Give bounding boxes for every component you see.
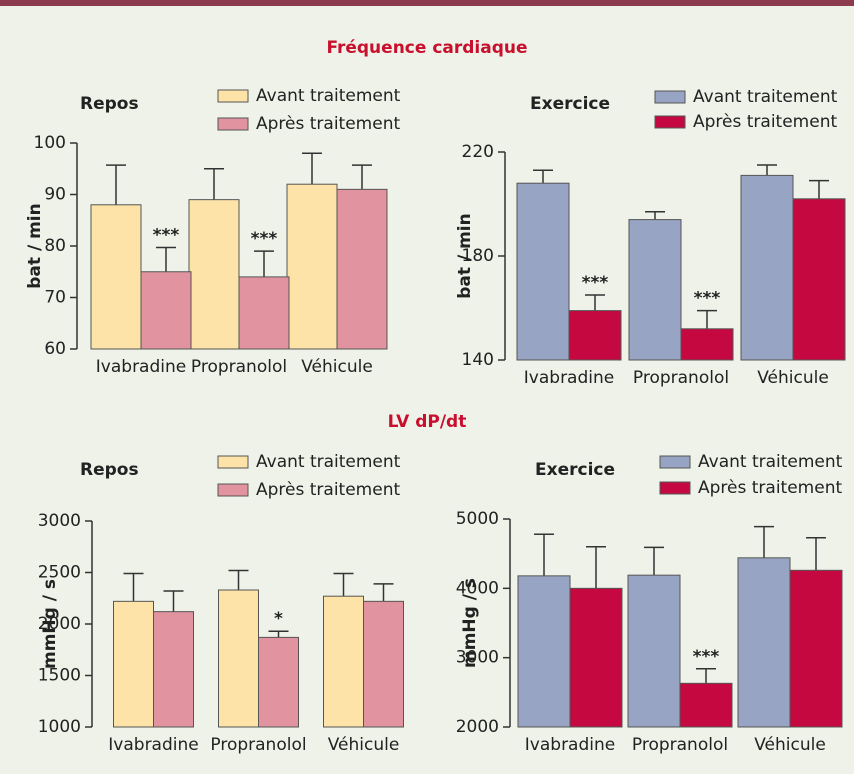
- y-axis-label: bat / min: [25, 203, 45, 288]
- bar: [568, 310, 622, 361]
- y-tick-label: 5000: [456, 509, 499, 529]
- bar: [238, 276, 290, 350]
- annotation: ***: [251, 229, 278, 249]
- y-tick-label: 2500: [38, 563, 81, 583]
- chart-title: Exercice: [530, 94, 610, 114]
- bar: [517, 575, 571, 728]
- x-tick-label: Véhicule: [328, 735, 400, 755]
- x-tick-label: Ivabradine: [108, 735, 198, 755]
- legend-swatch: [217, 117, 249, 131]
- y-tick-label: 220: [462, 142, 494, 162]
- y-axis-label: mmHg / s: [40, 579, 60, 669]
- legend-label: Avant traitement: [693, 87, 838, 107]
- bar: [569, 587, 623, 728]
- annotation: ***: [153, 226, 180, 246]
- heading: Fréquence cardiaque: [326, 38, 527, 58]
- bar: [737, 557, 791, 728]
- legend-label: Avant traitement: [256, 452, 401, 472]
- x-tick-label: Véhicule: [754, 735, 826, 755]
- legend-label: Avant traitement: [256, 86, 401, 106]
- y-tick-label: 90: [44, 185, 66, 205]
- bar: [680, 328, 734, 361]
- y-tick-label: 2000: [456, 717, 499, 737]
- bar: [90, 204, 142, 350]
- legend-swatch: [659, 455, 691, 469]
- chart-title: Exercice: [535, 460, 615, 480]
- legend-swatch: [217, 455, 249, 469]
- legend-label: Après traitement: [256, 114, 400, 134]
- legend-swatch: [217, 89, 249, 103]
- y-tick-label: 70: [44, 288, 66, 308]
- x-tick-label: Propranolol: [210, 735, 306, 755]
- y-axis-label: bat / min: [455, 213, 475, 298]
- annotation: *: [274, 609, 283, 629]
- bar: [218, 589, 259, 728]
- x-tick-label: Ivabradine: [525, 735, 615, 755]
- legend-swatch: [217, 483, 249, 497]
- y-tick-label: 4000: [456, 578, 499, 598]
- y-tick-label: 3000: [456, 648, 499, 668]
- y-axis-label: mmHg / s: [460, 578, 480, 668]
- y-tick-label: 100: [34, 133, 66, 153]
- bar: [627, 574, 681, 728]
- legend-label: Après traitement: [256, 480, 400, 500]
- chart-title: Repos: [80, 460, 139, 480]
- bar: [740, 174, 794, 361]
- y-tick-label: 1500: [38, 666, 81, 686]
- legend-swatch: [654, 90, 686, 104]
- x-tick-label: Propranolol: [632, 735, 728, 755]
- bar: [140, 271, 192, 350]
- top-border: [0, 0, 854, 6]
- legend-label: Après traitement: [693, 112, 837, 132]
- y-tick-label: 3000: [38, 511, 81, 531]
- bar: [188, 199, 240, 350]
- y-tick-label: 140: [462, 350, 494, 370]
- legend-label: Après traitement: [698, 478, 842, 498]
- bar: [628, 219, 682, 361]
- bar: [153, 611, 194, 728]
- annotation: ***: [694, 289, 721, 309]
- legend-label: Avant traitement: [698, 452, 843, 472]
- x-tick-label: Véhicule: [301, 357, 373, 377]
- bar: [323, 595, 364, 728]
- x-tick-label: Propranolol: [191, 357, 287, 377]
- x-tick-label: Propranolol: [633, 368, 729, 388]
- bar: [336, 188, 388, 350]
- bar: [286, 183, 338, 350]
- bar: [363, 600, 404, 728]
- bar: [679, 682, 733, 728]
- bar: [789, 569, 843, 728]
- x-tick-label: Ivabradine: [96, 357, 186, 377]
- y-tick-label: 60: [44, 339, 66, 359]
- bar: [792, 198, 846, 361]
- chart-title: Repos: [80, 94, 139, 114]
- x-tick-label: Véhicule: [757, 368, 829, 388]
- x-tick-label: Ivabradine: [524, 368, 614, 388]
- y-tick-label: 80: [44, 236, 66, 256]
- legend-swatch: [654, 115, 686, 129]
- heading: LV dP/dt: [388, 412, 467, 432]
- bar: [113, 600, 154, 728]
- y-tick-label: 2000: [38, 614, 81, 634]
- legend-swatch: [659, 481, 691, 495]
- bar: [258, 636, 299, 728]
- bar: [516, 182, 570, 361]
- annotation: ***: [582, 273, 609, 293]
- y-tick-label: 1000: [38, 717, 81, 737]
- y-tick-label: 180: [462, 246, 494, 266]
- annotation: ***: [693, 647, 720, 667]
